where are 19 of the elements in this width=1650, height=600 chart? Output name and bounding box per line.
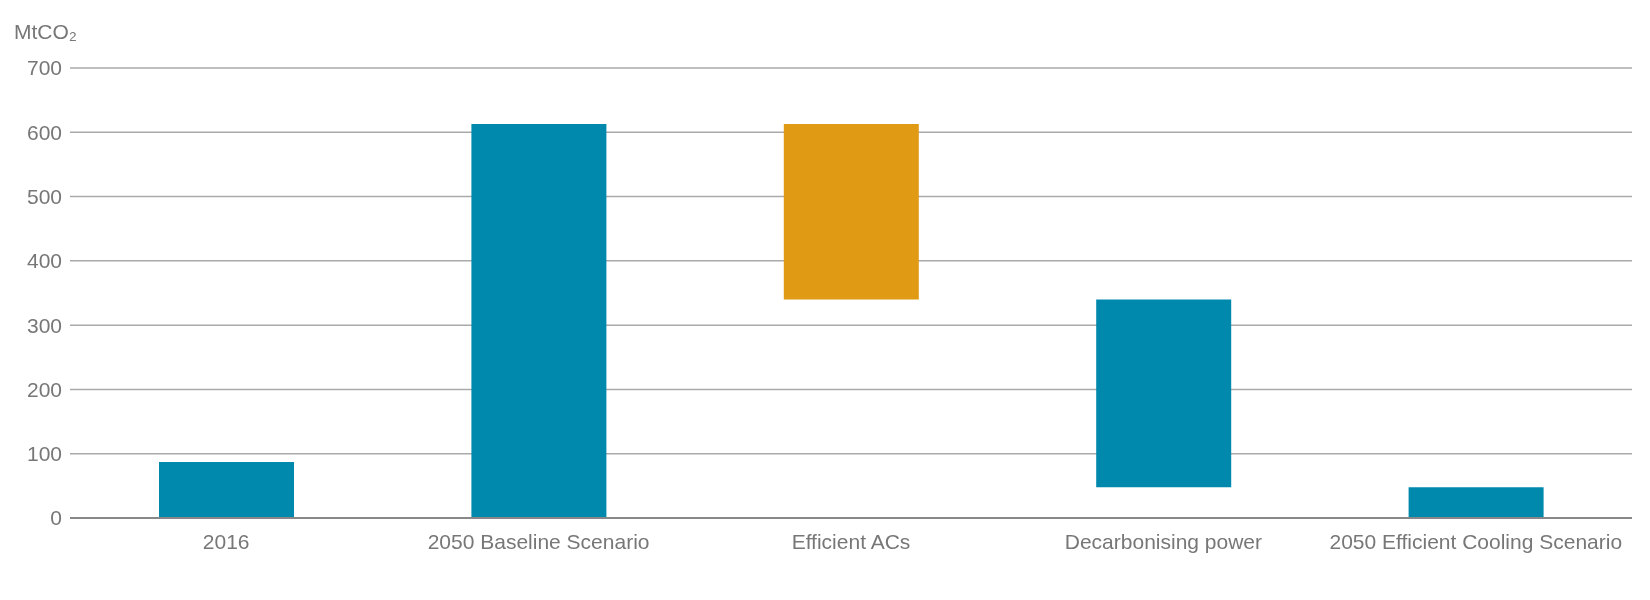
bar — [159, 462, 294, 518]
x-tick-label: 2050 Efficient Cooling Scenario — [1329, 529, 1623, 553]
y-tick-label: 400 — [26, 249, 62, 273]
bar — [1408, 487, 1544, 518]
bar — [1096, 299, 1232, 488]
y-tick-label: 500 — [26, 185, 62, 209]
bar — [471, 123, 607, 518]
bar — [783, 123, 919, 300]
x-tick-label: 2016 — [202, 529, 250, 553]
y-tick-label: 0 — [50, 506, 62, 530]
y-tick-label: 600 — [26, 120, 62, 144]
y-tick-label: 200 — [26, 377, 62, 401]
y-tick-label: 700 — [26, 56, 62, 80]
x-tick-label: Efficient ACs — [791, 529, 911, 553]
x-tick-label: Decarbonising power — [1064, 529, 1263, 553]
x-tick-label: 2050 Baseline Scenario — [427, 529, 650, 553]
y-tick-label: 300 — [26, 313, 62, 337]
y-tick-label: 100 — [26, 442, 62, 466]
y-axis-title: MtCO₂ — [14, 20, 77, 44]
